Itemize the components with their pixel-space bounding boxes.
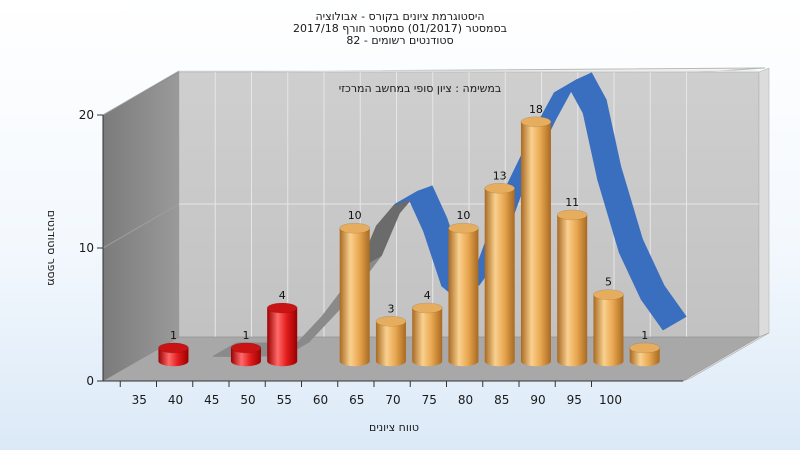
bar-body [158, 347, 189, 367]
bar-body [267, 308, 298, 367]
data-label: 1 [170, 329, 177, 342]
x-tick-label: 90 [530, 393, 545, 407]
bar-35 [158, 342, 189, 367]
bar-85 [520, 116, 552, 367]
bar-60 [339, 222, 371, 367]
title-line: בסמסטר (01/2017) סמסטר חורף 2017/18 [293, 22, 507, 35]
bar-70 [411, 302, 443, 367]
x-tick-label: 95 [567, 393, 582, 407]
bar-top [266, 302, 298, 314]
x-tick-label: 60 [313, 393, 328, 407]
floor-front-edge [682, 332, 770, 382]
data-label: 3 [387, 302, 394, 315]
x-tick-label: 65 [349, 393, 364, 407]
bar-50 [266, 302, 298, 367]
bar-90 [556, 209, 588, 367]
bar-95 [593, 289, 624, 367]
x-axis-label: טווח ציונים [369, 421, 419, 434]
chart-subtitle: במשימה : ציון סופי במחשב המרכזי [339, 82, 502, 95]
data-label: 10 [348, 209, 362, 222]
bar-top [556, 209, 588, 221]
data-label: 11 [565, 196, 579, 209]
bar-top [520, 116, 552, 128]
bar-body [339, 228, 370, 367]
x-tick-label: 55 [277, 393, 292, 407]
data-label: 5 [605, 276, 612, 289]
x-tick-label: 80 [458, 393, 473, 407]
bar-body [448, 228, 479, 367]
bar-top [339, 222, 371, 234]
x-axis-ticks: 35 40 45 50 55 60 65 70 75 80 85 90 95 100 [119, 381, 622, 407]
bar-top [448, 222, 479, 234]
frame-right-edge [758, 67, 770, 338]
bars [158, 116, 661, 367]
data-label: 10 [456, 209, 470, 222]
bar-65 [375, 315, 407, 367]
bar-body [375, 321, 406, 367]
x-tick-label: 85 [494, 393, 509, 407]
data-label: 18 [529, 103, 543, 116]
grid-line-side [102, 70, 180, 116]
bar-top [593, 289, 624, 301]
bar-top [158, 342, 189, 354]
x-tick-label: 100 [599, 393, 622, 407]
bar-top [411, 302, 443, 314]
bar-top [484, 183, 516, 194]
grid-line-side [102, 203, 180, 249]
x-tick-label: 45 [204, 393, 219, 407]
bar-body [520, 121, 551, 367]
bar-80 [484, 183, 516, 367]
bar-body [557, 214, 588, 367]
bar-top [375, 315, 407, 327]
x-tick-label: 35 [132, 393, 147, 407]
x-tick-label: 40 [168, 393, 183, 407]
bar-body [412, 308, 443, 367]
x-tick-label: 50 [240, 393, 255, 407]
bar-top [230, 342, 262, 354]
data-label: 4 [279, 289, 286, 302]
bar-45 [230, 342, 262, 367]
x-tick-label: 70 [385, 393, 400, 407]
chart-title: היסטוגרמת ציונים בקורס - אבולוציהבסמסטר … [293, 10, 507, 47]
y-tick-label: 0 [86, 374, 94, 388]
title-line: היסטוגרמת ציונים בקורס - אבולוציה [315, 10, 484, 23]
bar-body [484, 188, 515, 367]
curve-segment [640, 285, 687, 331]
data-label: 4 [424, 289, 431, 302]
bar-100 [629, 342, 661, 367]
data-label: 1 [242, 329, 249, 342]
bar-75 [448, 222, 479, 367]
data-label: 1 [641, 329, 648, 342]
bar-body [593, 294, 624, 367]
y-tick-label: 20 [79, 108, 94, 122]
y-axis-ticks: 0 10 20 [79, 108, 103, 388]
bar-top [629, 342, 661, 354]
y-axis-label: מספר סטודנטים [45, 210, 58, 286]
data-label: 13 [493, 169, 507, 182]
y-tick-label: 10 [79, 241, 94, 255]
bar-body [230, 347, 261, 367]
x-tick-label: 75 [422, 393, 437, 407]
bar-body [629, 347, 660, 367]
title-line: סטודנטים רשומים - 82 [346, 34, 453, 47]
